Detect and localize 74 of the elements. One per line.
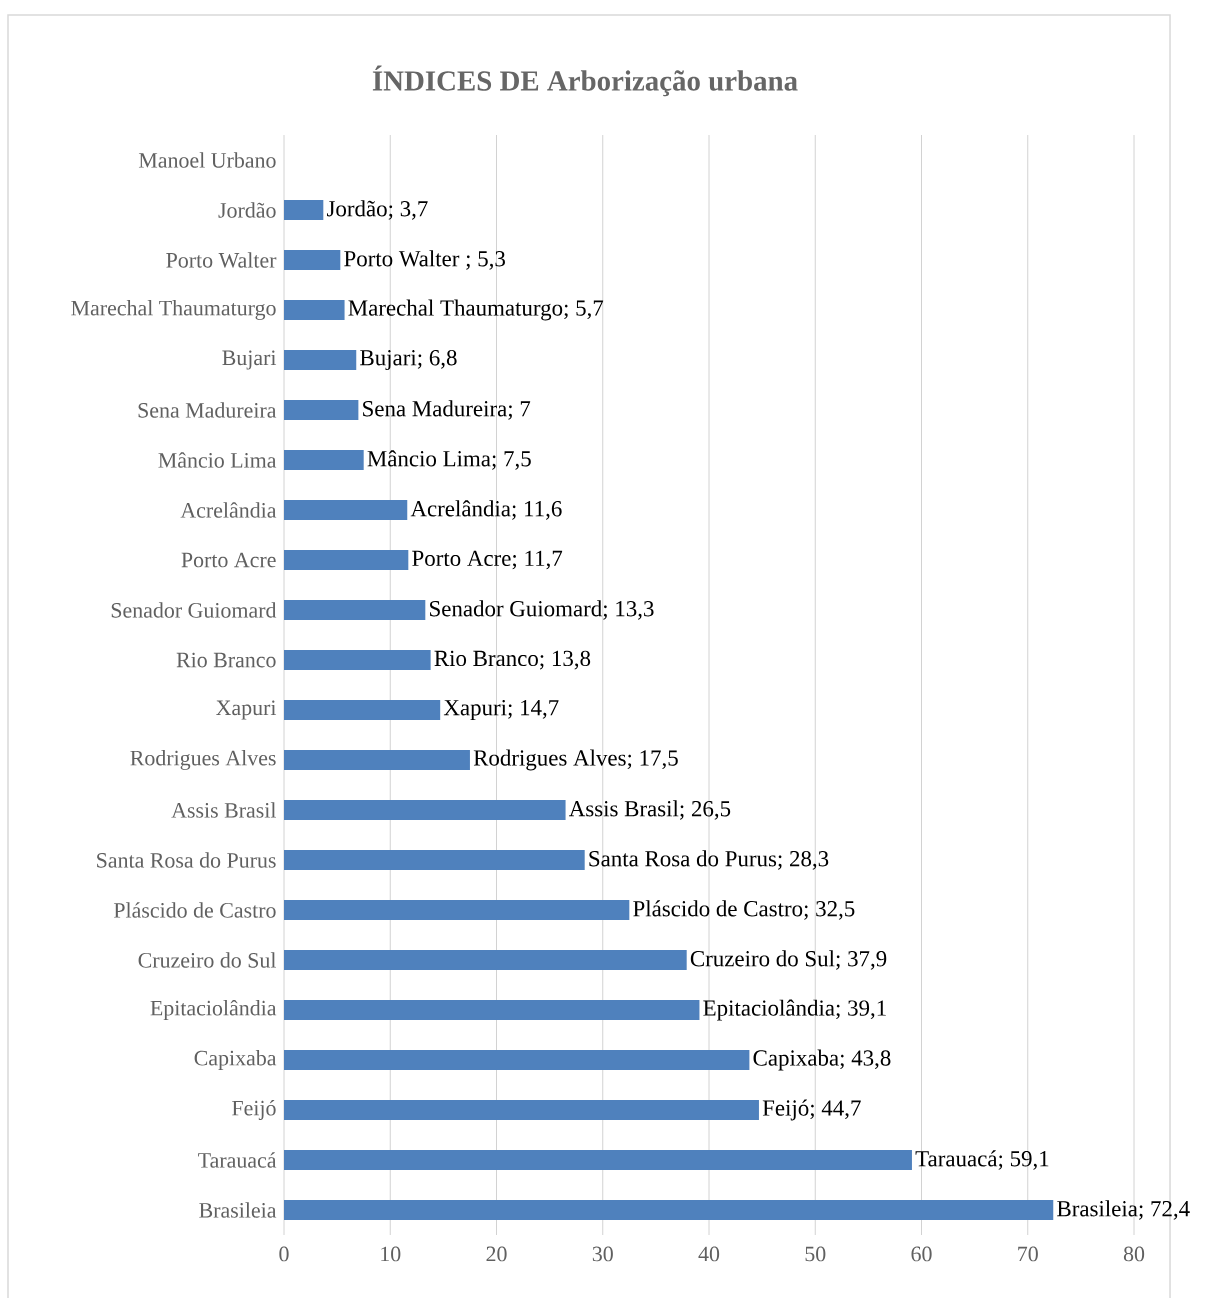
bar xyxy=(284,900,630,921)
y-tick-label: Manoel Urbano xyxy=(138,152,276,168)
x-tick-label: 30 xyxy=(592,1246,613,1262)
bar xyxy=(284,250,341,271)
bar xyxy=(284,400,359,421)
y-tick-label: Marechal Thaumaturgo xyxy=(71,300,276,320)
x-tick-label: 0 xyxy=(279,1246,289,1262)
y-tick-label: Pláscido de Castro xyxy=(113,902,276,918)
y-tick-label: Brasileia xyxy=(199,1202,277,1218)
x-tick-label: 20 xyxy=(486,1246,507,1262)
data-label: Santa Rosa do Purus; 28,3 xyxy=(589,850,829,870)
data-label: Rodrigues Alves; 17,5 xyxy=(473,749,678,771)
data-label: Mâncio Lima; 7,5 xyxy=(367,450,531,470)
bar xyxy=(284,850,585,871)
x-tick-label: 50 xyxy=(805,1246,826,1262)
x-tick-label: 40 xyxy=(698,1246,720,1262)
data-label: Assis Brasil; 26,5 xyxy=(568,800,731,820)
y-tick-label: Sena Madureira xyxy=(138,402,277,418)
bar xyxy=(284,300,345,321)
y-tick-label: Mâncio Lima xyxy=(158,452,277,468)
y-tick-label: Tarauacá xyxy=(198,1152,277,1168)
data-label: Sena Madureira; 7 xyxy=(363,400,531,420)
x-tick-label: 60 xyxy=(911,1246,932,1262)
bar xyxy=(284,500,408,521)
y-tick-label: Acrelândia xyxy=(180,502,277,518)
y-tick-label: Rodrigues Alves xyxy=(130,750,276,770)
bar xyxy=(284,1200,1054,1221)
data-label: Rio Branco; 13,8 xyxy=(434,650,591,670)
bar xyxy=(284,1000,700,1021)
data-label: Porto Walter ; 5,3 xyxy=(344,250,505,270)
bar xyxy=(284,700,441,721)
data-label: Xapuri; 14,7 xyxy=(443,700,559,721)
chart-title: ÍNDICES DE Arborização urbana xyxy=(372,65,798,97)
bar xyxy=(284,1100,759,1121)
bar xyxy=(284,350,357,371)
y-tick-label: Assis Brasil xyxy=(171,802,277,818)
data-label: Feijó; 44,7 xyxy=(762,1099,861,1121)
y-tick-label: Senador Guiomard xyxy=(111,602,277,618)
data-label: Brasileia; 72,4 xyxy=(1057,1200,1190,1220)
bar xyxy=(284,1050,750,1071)
bar xyxy=(284,1150,912,1171)
y-tick-label: Capixaba xyxy=(194,1050,277,1070)
data-label: Porto Acre; 11,7 xyxy=(412,550,563,570)
y-tick-label: Jordão xyxy=(218,202,276,218)
bar xyxy=(284,750,470,771)
x-tick-label: 10 xyxy=(381,1246,401,1262)
x-tick-label: 70 xyxy=(1018,1246,1038,1262)
data-label: Bujari; 6,8 xyxy=(360,349,457,371)
data-label: Pláscido de Castro; 32,5 xyxy=(633,900,855,920)
y-tick-label: Feijó xyxy=(232,1100,276,1120)
data-label: Marechal Thaumaturgo; 5,7 xyxy=(348,299,604,321)
bar xyxy=(284,550,409,571)
bar xyxy=(284,600,426,621)
data-label: Jordão; 3,7 xyxy=(327,200,428,220)
y-tick-label: Cruzeiro do Sul xyxy=(138,952,277,968)
data-label: Senador Guiomard; 13,3 xyxy=(430,600,654,620)
y-tick-label: Porto Acre xyxy=(181,552,276,568)
y-tick-label: Rio Branco xyxy=(176,652,276,668)
data-label: Epitaciolândia; 39,1 xyxy=(703,999,886,1021)
data-label: Cruzeiro do Sul; 37,9 xyxy=(690,950,887,970)
y-tick-label: Santa Rosa do Purus xyxy=(97,852,276,868)
bar xyxy=(284,200,324,221)
data-label: Capixaba; 43,8 xyxy=(753,1049,891,1071)
y-tick-label: Epitaciolândia xyxy=(150,1000,277,1020)
data-label: Acrelândia; 11,6 xyxy=(410,500,562,520)
x-tick-label: 80 xyxy=(1123,1246,1145,1262)
y-tick-label: Xapuri xyxy=(216,700,277,720)
bar xyxy=(284,450,364,471)
bar xyxy=(284,800,566,821)
bar xyxy=(284,950,687,971)
data-label: Tarauacá; 59,1 xyxy=(915,1150,1049,1170)
y-tick-label: Bujari xyxy=(222,350,277,370)
y-tick-label: Porto Walter xyxy=(166,252,277,268)
bar xyxy=(284,650,431,671)
